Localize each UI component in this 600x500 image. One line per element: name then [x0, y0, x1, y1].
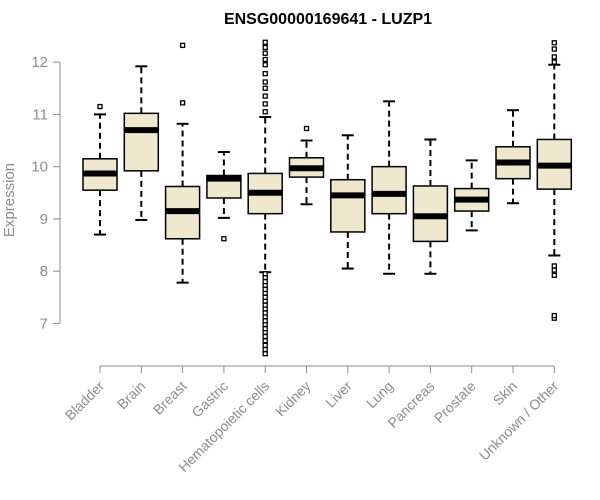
- outlier-point: [551, 267, 557, 273]
- x-tick-label: Liver: [322, 378, 355, 411]
- outlier-point: [303, 125, 310, 132]
- y-tick-label: 12: [31, 54, 48, 71]
- outlier-point: [262, 56, 268, 63]
- x-tick-label: Brain: [114, 378, 148, 412]
- outlier-point: [262, 50, 268, 56]
- outlier-point: [221, 236, 227, 242]
- x-tick-label: Breast: [150, 378, 190, 418]
- box-liver: [330, 134, 366, 270]
- outlier-point: [262, 346, 268, 353]
- y-tick-label: 9: [40, 211, 48, 228]
- y-tick-label: 10: [31, 159, 48, 176]
- box-breast: [164, 42, 201, 284]
- box-pancreas: [412, 138, 449, 275]
- x-tick-label: Prostate: [431, 378, 479, 426]
- outlier-point: [262, 79, 268, 85]
- outlier-point: [551, 263, 557, 269]
- box-brain: [123, 65, 160, 221]
- outlier-point: [551, 40, 557, 46]
- y-axis: 7 8 9 10 11 12: [31, 54, 61, 332]
- box-iqr: [123, 112, 160, 172]
- outlier-point: [262, 101, 268, 107]
- outlier-point: [262, 109, 268, 115]
- outlier-point: [262, 294, 268, 300]
- x-tick-label: Kidney: [272, 378, 314, 420]
- box-iqr: [330, 178, 366, 233]
- outlier-point: [262, 70, 268, 77]
- outlier-point: [262, 310, 268, 316]
- outlier-point: [262, 85, 268, 91]
- outlier-point: [262, 44, 268, 51]
- outlier-point: [551, 312, 557, 319]
- outlier-point: [262, 325, 268, 332]
- box-iqr: [371, 165, 407, 215]
- outlier-point: [262, 93, 268, 99]
- outlier-point: [262, 302, 268, 308]
- box-lung: [371, 100, 407, 275]
- outlier-point: [551, 272, 557, 278]
- box-skin: [495, 109, 531, 205]
- outlier-point: [262, 278, 268, 285]
- x-tick-label: Bladder: [62, 378, 108, 424]
- box-hematopoietic-cells: [247, 39, 283, 357]
- outlier-point: [262, 333, 268, 340]
- outlier-point: [262, 39, 268, 45]
- box-gastric: [206, 151, 242, 242]
- y-tick-label: 8: [40, 263, 48, 280]
- outlier-point: [97, 103, 103, 110]
- box-bladder: [82, 103, 118, 236]
- outlier-point: [262, 271, 268, 277]
- outlier-point: [262, 351, 268, 357]
- box-kidney: [288, 125, 325, 206]
- chart-title: ENSG00000169641 - LUZP1: [224, 11, 432, 28]
- outlier-point: [262, 62, 268, 68]
- x-tick-label: Skin: [490, 378, 521, 409]
- outlier-point: [551, 46, 557, 52]
- box-prostate: [453, 159, 490, 232]
- y-axis-label: Expression: [1, 163, 18, 237]
- box-series: [82, 39, 573, 357]
- x-tick-label: Lung: [363, 378, 396, 411]
- y-tick-label: 11: [32, 106, 48, 123]
- outlier-point: [551, 59, 557, 65]
- outlier-point: [551, 54, 557, 60]
- outlier-point: [262, 338, 268, 344]
- outlier-point: [262, 342, 268, 349]
- outlier-point: [179, 100, 186, 106]
- outlier-point: [179, 42, 186, 49]
- box-unknown-other: [536, 40, 573, 321]
- y-tick-label: 7: [40, 315, 48, 332]
- outlier-point: [262, 318, 268, 324]
- outlier-point: [262, 286, 268, 293]
